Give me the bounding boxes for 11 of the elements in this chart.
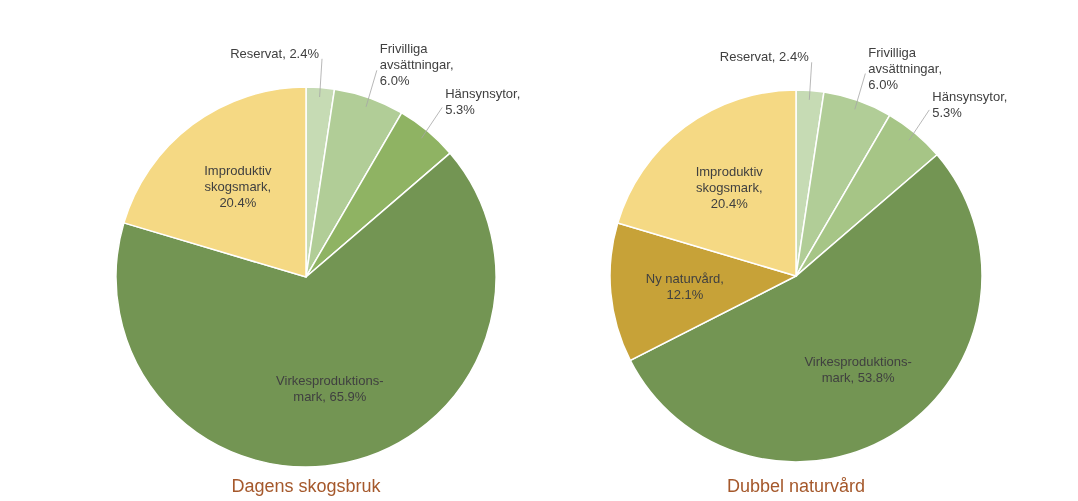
text: Dagens skogsbruk [231, 476, 382, 496]
slice-label: Frivilliga avsättningar, 6.0% [379, 41, 454, 89]
slice-label: Reservat, 2.4% [230, 45, 320, 61]
slice-label: Ny naturvård, 12.1% [645, 271, 724, 303]
slice-label: Hänsynsytor, 5.3% [445, 86, 521, 118]
slice-label: Improduktiv skogsmark, 20.4% [204, 162, 272, 210]
slice-label: Virkesproduktions-mark, 53.8% [804, 353, 912, 385]
slice-label: Virkesproduktions-mark, 65.9% [276, 373, 384, 405]
slice-label: Reservat, 2.4% [719, 49, 810, 65]
slice-label: Improduktiv skogsmark, 20.4% [695, 163, 764, 211]
text: Dubbel naturvård [726, 476, 866, 496]
